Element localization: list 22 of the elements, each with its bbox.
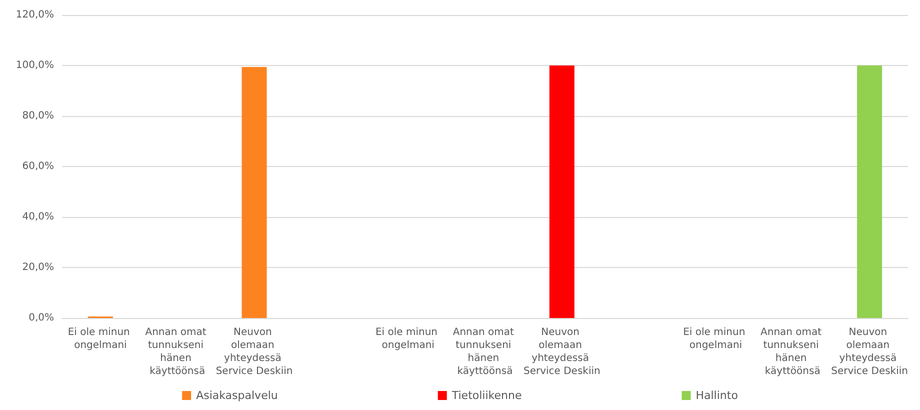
y-tick-label: 120,0% — [16, 10, 54, 20]
bar — [549, 66, 574, 318]
y-tick-label: 80,0% — [22, 110, 54, 122]
y-tick-label: 40,0% — [22, 212, 54, 222]
legend-label: Hallinto — [696, 389, 738, 402]
bar — [242, 67, 267, 318]
x-tick-label: Neuvon olemaan yhteydessä Service Deskiin — [831, 327, 908, 377]
x-tick-label: Neuvon olemaan yhteydessä Service Deskiin — [523, 327, 600, 377]
x-tick-label: Annan omat tunnukseni hänen käyttöönsä — [760, 327, 825, 377]
y-tick-label: 0,0% — [28, 312, 54, 324]
y-tick-label: 60,0% — [22, 161, 54, 172]
x-tick-label: Ei ole minun ongelmani — [375, 327, 441, 351]
y-tick-label: 20,0% — [22, 262, 54, 273]
legend-label: Tietoliikenne — [450, 389, 522, 402]
x-tick-label: Neuvon olemaan yhteydessä Service Deskiin — [216, 327, 293, 377]
x-tick-label: Ei ole minun ongelmani — [68, 327, 134, 351]
x-tick-label: Annan omat tunnukseni hänen käyttöönsä — [145, 327, 210, 377]
x-tick-label: Annan omat tunnukseni hänen käyttöönsä — [452, 327, 518, 377]
legend-label: Asiakaspalvelu — [196, 389, 278, 402]
x-tick-label: Ei ole minun ongelmani — [683, 327, 748, 351]
bar — [857, 66, 882, 318]
y-tick-label: 100,0% — [16, 60, 54, 71]
